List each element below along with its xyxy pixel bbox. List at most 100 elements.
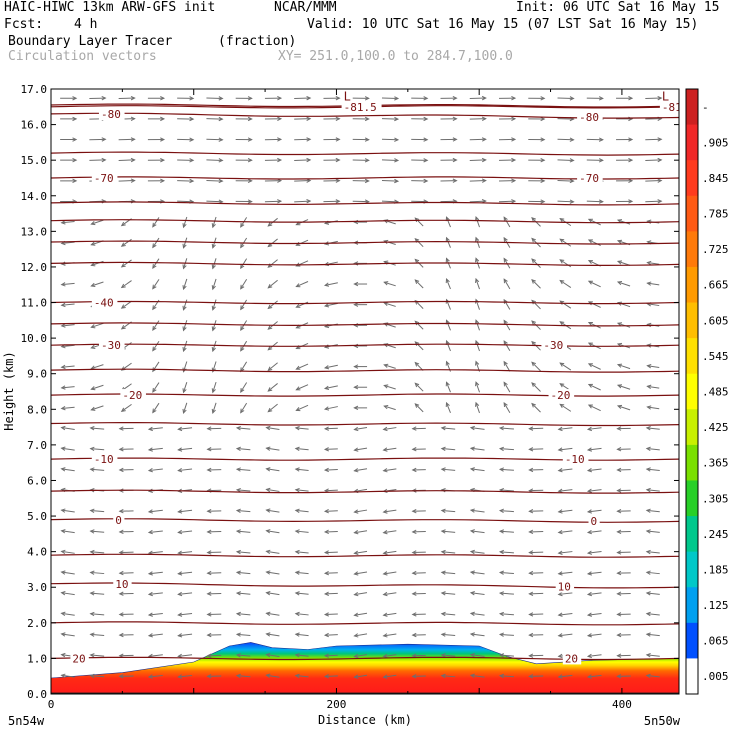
vector-head (440, 426, 446, 431)
vector-head (445, 381, 450, 387)
wind-vector (411, 96, 429, 101)
vector-shaft (118, 159, 135, 161)
wind-vector (557, 550, 573, 555)
vector-head (598, 96, 604, 101)
vector-head (60, 405, 66, 411)
wind-vector (323, 385, 338, 391)
vector-shaft (646, 427, 660, 430)
vector-shaft (588, 427, 602, 430)
wind-vector (531, 361, 541, 372)
vector-head (452, 137, 458, 142)
vector-head (118, 632, 124, 638)
vector-head (628, 157, 634, 163)
vector-shaft (414, 403, 424, 413)
vector-shaft (236, 530, 251, 533)
vector-shaft (588, 654, 602, 657)
wind-vector (445, 236, 451, 248)
contour-label-bg (577, 171, 603, 184)
vector-head (587, 383, 593, 388)
wind-vector (267, 300, 278, 310)
vector-shaft (324, 385, 338, 390)
vector-shaft (354, 550, 368, 554)
field-units: (fraction) (218, 34, 297, 49)
wind-vector (587, 280, 601, 288)
vector-head (294, 529, 300, 534)
contour-label-bg (548, 389, 575, 402)
wind-vector (323, 447, 338, 452)
wind-vector (382, 633, 397, 638)
vector-head (72, 96, 78, 101)
wind-vector (381, 178, 400, 184)
wind-vector (352, 137, 370, 142)
vector-shaft (588, 509, 602, 513)
vector-head (182, 223, 187, 229)
wind-vector (323, 467, 338, 473)
wind-vector (211, 216, 217, 229)
wind-vector (152, 217, 160, 228)
wind-vector (118, 508, 134, 514)
colorbar-frame (685, 88, 699, 695)
wind-vector (235, 116, 253, 122)
wind-vector (206, 632, 222, 638)
wind-vector (60, 282, 75, 287)
wind-vector (323, 632, 338, 638)
vector-shaft (212, 299, 217, 310)
wind-vector (559, 279, 572, 288)
vector-head (616, 570, 622, 576)
vector-shaft (354, 654, 368, 658)
wind-vector (240, 402, 248, 414)
wind-vector (89, 549, 105, 555)
wind-vector (265, 549, 280, 555)
vector-head (440, 632, 446, 637)
wind-vector (645, 446, 660, 452)
wind-vector (265, 467, 280, 472)
vector-shaft (61, 406, 75, 410)
wind-vector (645, 508, 660, 513)
vector-head (294, 549, 300, 555)
temperature-contour-line (51, 582, 679, 589)
vector-head (557, 571, 563, 576)
wind-vector (557, 612, 573, 617)
vector-shaft (503, 361, 511, 372)
vector-shaft (531, 403, 541, 413)
vector-shaft (354, 592, 368, 596)
vector-head (130, 157, 136, 163)
vector-shaft (531, 279, 541, 289)
wind-vector (353, 385, 368, 390)
wind-vector (90, 405, 104, 411)
vector-shaft (446, 402, 451, 414)
vector-shaft (266, 488, 280, 492)
wind-vector (498, 653, 514, 658)
vector-head (616, 384, 623, 389)
vector-shaft (441, 448, 456, 451)
vector-shaft (236, 592, 251, 595)
vector-head (294, 673, 300, 679)
wind-vector (528, 199, 546, 204)
vector-head (152, 284, 157, 290)
vector-shaft (470, 633, 485, 637)
vector-head (206, 570, 212, 576)
vector-head (147, 612, 153, 617)
colorbar-label: .365 (702, 457, 729, 470)
vector-head (414, 258, 420, 264)
wind-vector (118, 447, 134, 452)
vector-head (118, 612, 124, 617)
wind-vector (499, 116, 517, 121)
vector-shaft (91, 322, 104, 328)
vector-shaft (588, 301, 601, 308)
wind-vector (118, 550, 134, 555)
vector-head (147, 571, 153, 576)
wind-vector (586, 137, 604, 142)
vector-shaft (383, 468, 397, 472)
vector-head (267, 242, 273, 248)
vector-head (587, 342, 593, 347)
vector-shaft (183, 216, 188, 228)
vector-head (628, 137, 634, 142)
wind-vector (118, 467, 134, 473)
wind-vector (118, 612, 134, 617)
wind-vector (411, 178, 429, 184)
wind-vector (503, 360, 511, 372)
contour-label: 20 (72, 652, 85, 665)
y-tick-label: 4.0 (27, 546, 47, 559)
vector-shaft (441, 654, 456, 657)
